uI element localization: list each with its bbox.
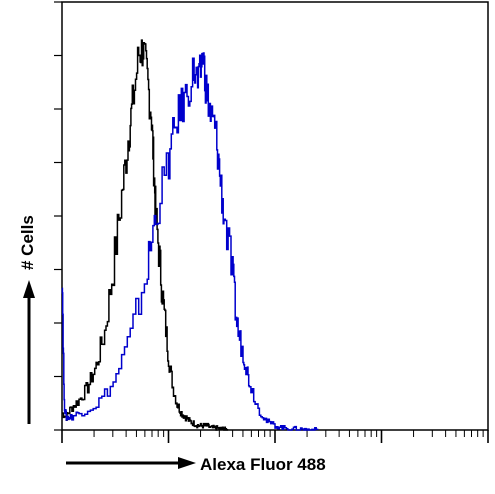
x-axis-ticks [61,430,489,443]
histogram-series-2 [61,52,319,431]
x-axis-label: Alexa Fluor 488 [200,455,326,474]
y-axis-ticks [54,1,62,431]
plot-frame [61,1,489,431]
plot-area [54,1,489,443]
x-axis-arrowhead [178,457,196,469]
y-axis-label: # Cells [18,215,37,270]
y-axis-arrowhead [23,280,35,298]
series-layer [61,39,319,431]
histogram-series-1 [61,39,229,431]
